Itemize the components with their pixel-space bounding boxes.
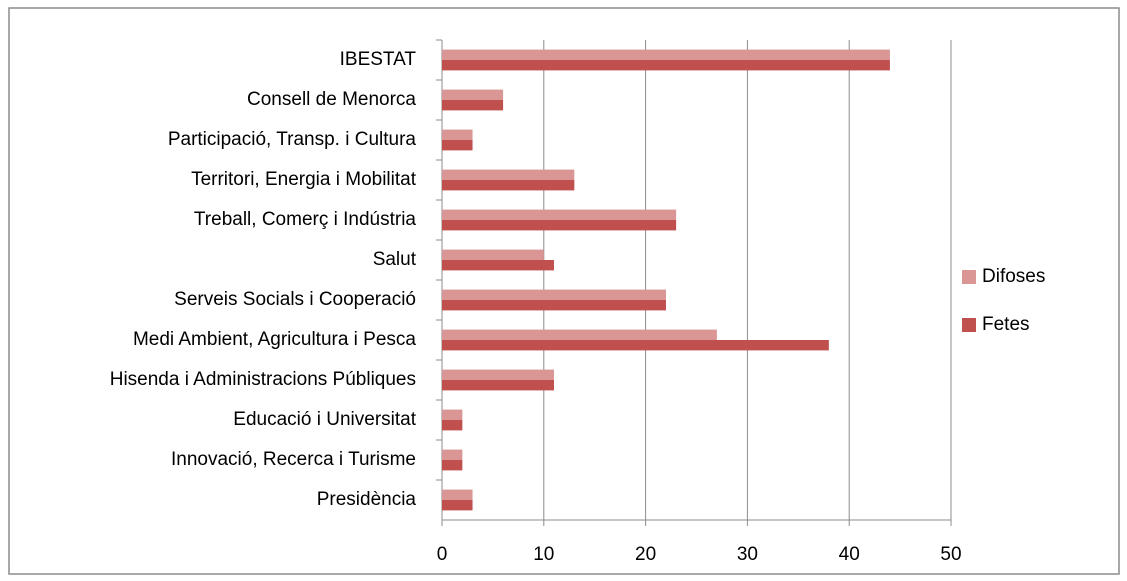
bar [442,409,463,420]
bar [442,300,666,311]
y-tick-label: Participació, Transp. i Cultura [168,129,417,150]
x-tick-label: 0 [437,544,448,565]
bar [442,340,829,351]
bar [442,249,544,260]
y-tick-label: Hisenda i Administracions Públiques [110,369,416,390]
legend-swatch [962,318,976,332]
bar [442,209,677,220]
bar [442,129,473,140]
bar [442,449,463,460]
bar [442,60,890,71]
y-tick-label: Innovació, Recerca i Turisme [171,449,416,470]
bar [442,220,677,231]
bar [442,460,463,471]
bar [442,500,473,511]
y-tick-label: Educació i Universitat [233,409,416,430]
y-tick-label: Territori, Energia i Mobilitat [191,169,417,190]
y-tick-label: Presidència [317,489,417,510]
x-tick-label: 20 [635,544,656,565]
bar [442,369,554,380]
bar [442,49,890,60]
x-tick-label: 50 [940,544,961,565]
x-tick-label: 40 [839,544,860,565]
x-tick-label: 30 [737,544,758,565]
y-tick-label: Serveis Socials i Cooperació [174,289,416,310]
bar [442,489,473,500]
bar [442,140,473,151]
y-tick-label: Salut [373,249,417,270]
bar [442,329,717,340]
y-tick-label: IBESTAT [340,49,417,70]
y-tick-label: Medi Ambient, Agricultura i Pesca [133,329,416,350]
bar [442,380,554,391]
legend-label: Difoses [982,266,1045,287]
bar [442,169,575,180]
bar [442,89,504,100]
y-tick-label: Consell de Menorca [247,89,416,110]
bar [442,289,666,300]
y-tick-label: Treball, Comerç i Indústria [194,209,417,230]
bar [442,100,504,111]
legend-label: Fetes [982,314,1030,335]
bar [442,260,554,271]
bar [442,420,463,431]
x-tick-label: 10 [533,544,554,565]
legend-swatch [962,270,976,284]
bar [442,180,575,191]
